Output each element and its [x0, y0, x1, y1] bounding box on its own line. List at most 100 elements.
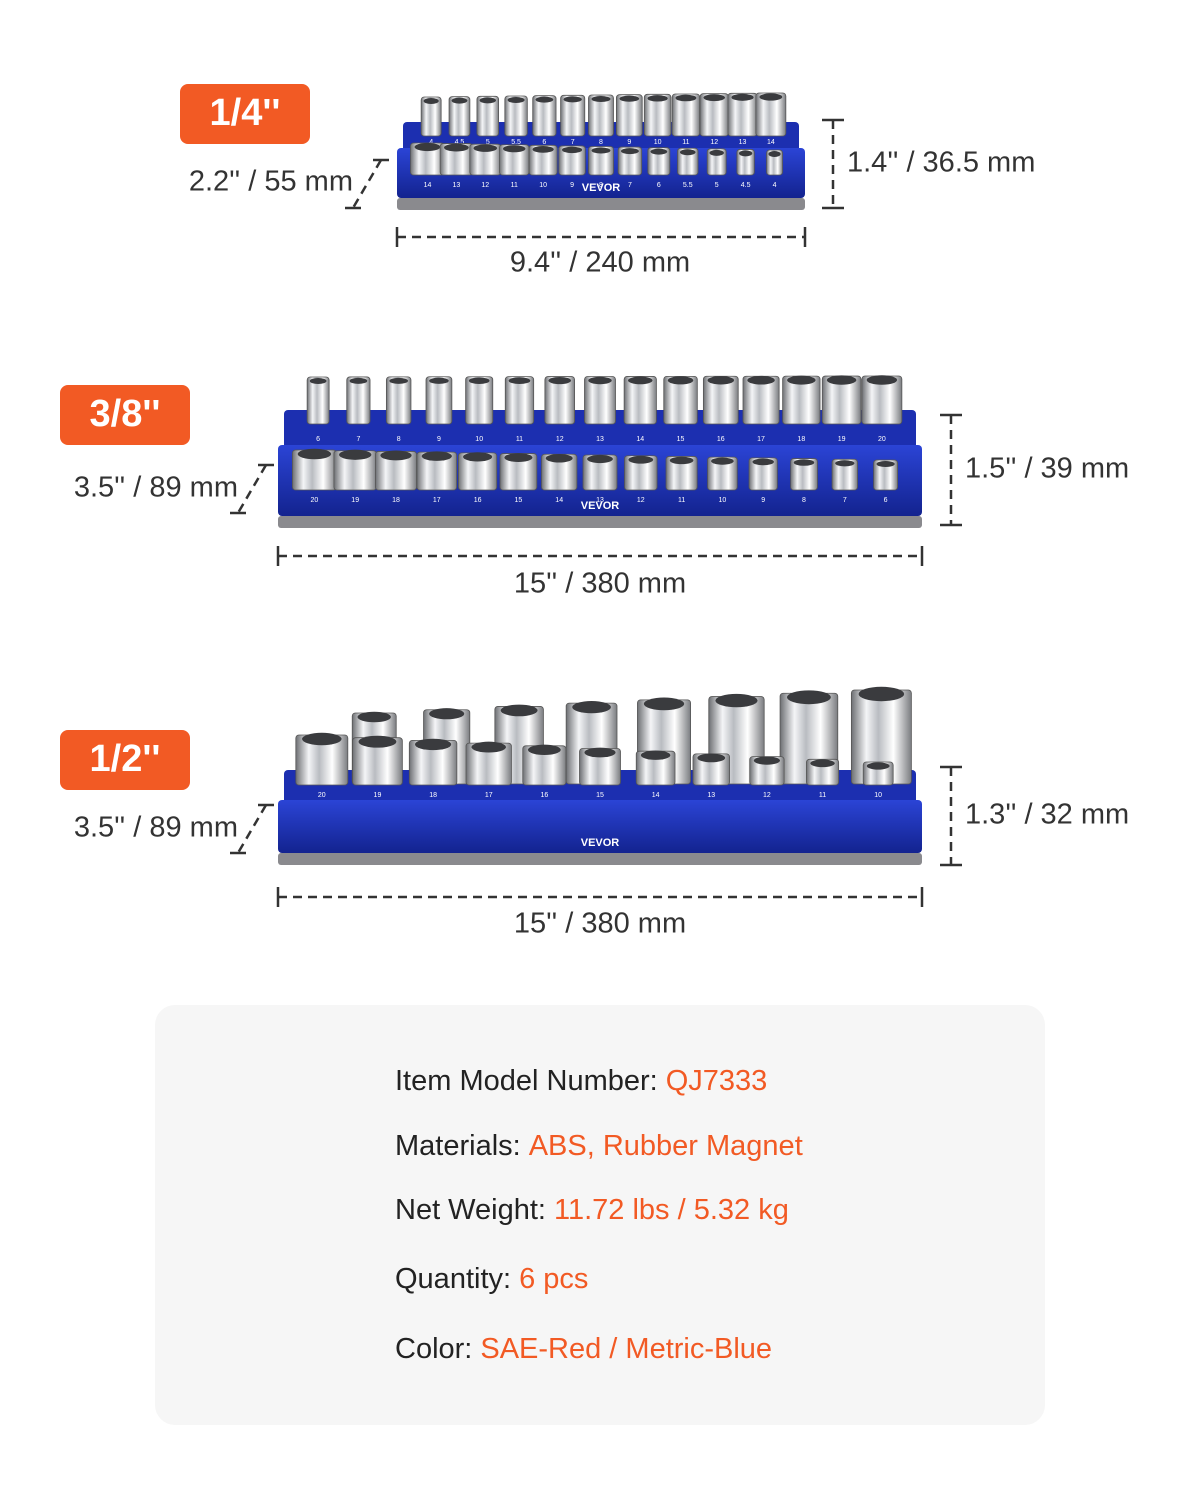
socket-opening	[451, 97, 468, 104]
socket-size: 9	[761, 497, 765, 504]
socket	[420, 96, 442, 137]
socket-opening	[297, 448, 332, 460]
socket-size: 9	[437, 436, 441, 443]
spec-value: QJ7333	[666, 1065, 768, 1097]
socket-opening	[562, 146, 583, 154]
socket-opening	[444, 143, 469, 152]
socket-size: 7	[843, 497, 847, 504]
socket-size: 15	[596, 792, 604, 799]
depth-line	[236, 464, 268, 514]
socket-size: 14	[636, 436, 644, 443]
socket-opening	[508, 377, 531, 385]
socket-size: 20	[878, 436, 886, 443]
spec-label: Net Weight:	[395, 1194, 546, 1226]
drive-size: 1/4''	[210, 92, 281, 134]
socket-size: 10	[654, 139, 662, 146]
tray-base	[278, 516, 922, 528]
depth-label: 2.2'' / 55 mm	[189, 166, 353, 198]
socket-opening	[415, 738, 452, 751]
tray-front	[278, 800, 922, 853]
socket-size: 8	[397, 436, 401, 443]
socket-size: 14	[652, 792, 660, 799]
tray-base	[397, 198, 805, 210]
socket-opening	[787, 375, 816, 385]
socket	[476, 95, 500, 137]
socket-size: 12	[556, 436, 564, 443]
spec-line: Color: SAE-Red / Metric-Blue	[395, 1333, 772, 1365]
spec-line: Net Weight: 11.72 lbs / 5.32 kg	[395, 1194, 789, 1226]
socket	[736, 149, 755, 176]
socket	[544, 376, 575, 425]
socket-opening	[584, 747, 616, 758]
socket	[665, 456, 698, 491]
socket-opening	[429, 708, 465, 720]
socket-size: 14	[555, 497, 563, 504]
socket-size: 16	[474, 497, 482, 504]
socket	[306, 376, 330, 425]
socket-opening	[753, 756, 780, 765]
socket	[873, 459, 898, 491]
socket	[790, 458, 818, 491]
socket-opening	[548, 377, 572, 385]
socket-opening	[703, 94, 725, 102]
socket-opening	[479, 97, 497, 104]
socket	[532, 95, 557, 137]
socket	[528, 144, 558, 176]
socket-opening	[667, 376, 694, 385]
socket-size: 4	[429, 139, 433, 146]
socket-opening	[759, 93, 783, 101]
socket-opening	[835, 460, 855, 467]
socket-size: 4	[773, 182, 777, 189]
socket-opening	[429, 377, 449, 384]
socket-size: 17	[485, 792, 493, 799]
spec-label: Materials:	[395, 1130, 521, 1162]
socket-opening	[866, 762, 890, 770]
socket	[385, 376, 412, 425]
socket-opening	[640, 750, 671, 760]
height-label: 1.4'' / 36.5 mm	[847, 147, 1035, 179]
socket-opening	[591, 96, 611, 102]
socket-size: 18	[429, 792, 437, 799]
socket-size: 11	[511, 182, 518, 189]
socket-size: 4.5	[741, 182, 751, 189]
socket-size: 13	[452, 182, 460, 189]
socket-size: 12	[637, 497, 645, 504]
socket-size: 14	[424, 182, 432, 189]
socket-opening	[628, 455, 654, 464]
socket-opening	[468, 377, 490, 384]
socket-opening	[786, 690, 831, 705]
socket-size: 14	[767, 139, 775, 146]
socket	[755, 92, 787, 137]
socket-opening	[876, 461, 895, 467]
spec-line: Quantity: 6 pcs	[395, 1263, 588, 1295]
drive-size: 1/2''	[90, 738, 161, 780]
socket-size: 16	[717, 436, 725, 443]
socket-size: 20	[311, 497, 319, 504]
socket	[831, 458, 858, 491]
socket-size: 13	[596, 497, 604, 504]
socket-size: 7	[356, 436, 360, 443]
depth-line	[236, 804, 268, 854]
socket-opening	[810, 759, 835, 768]
socket-size: 13	[596, 436, 604, 443]
socket-size: 9	[570, 182, 574, 189]
socket-opening	[357, 711, 391, 723]
socket-size: 9	[627, 139, 631, 146]
socket-size: 12	[481, 182, 489, 189]
socket-size: 12	[763, 792, 771, 799]
spec-value: 6 pcs	[519, 1263, 588, 1295]
spec-label: Item Model Number:	[395, 1065, 658, 1097]
brand-logo: VEVOR	[581, 500, 620, 512]
socket-size: 11	[819, 792, 826, 799]
socket-opening	[339, 449, 372, 460]
socket-size: 18	[392, 497, 400, 504]
socket-opening	[504, 453, 533, 462]
length-label: 15'' / 380 mm	[514, 908, 686, 940]
socket	[448, 96, 471, 137]
socket-opening	[793, 459, 815, 466]
spec-value: ABS, Rubber Magnet	[529, 1130, 803, 1162]
socket-opening	[826, 375, 857, 385]
socket	[647, 147, 671, 176]
socket-size: 10	[539, 182, 547, 189]
tray-section: 1/2'' 20 19 18 17 16 15 14 13 12 11 10 VEVOR 3.5'' / …	[60, 686, 1129, 940]
